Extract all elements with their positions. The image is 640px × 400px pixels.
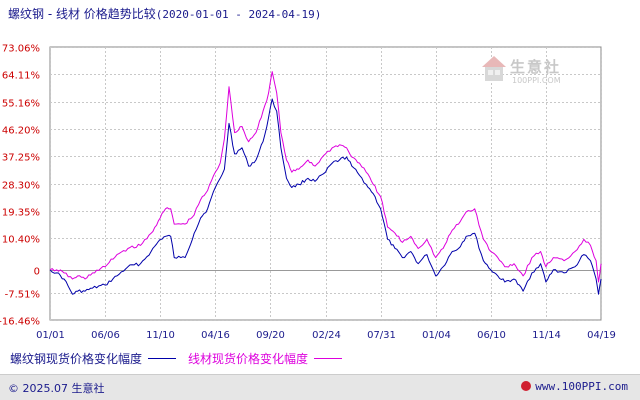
footer-site-link[interactable]: www.100PPI.com [521,380,628,393]
x-tick-label: 01/01 [36,330,65,341]
site-logo-icon [521,381,532,391]
chart-title: 螺纹钢 - 线材 价格趋势比较(2020-01-01 - 2024-04-19) [8,5,321,22]
plot-frame [49,46,602,321]
y-axis-labels: 73.06% 64.11% 55.16% 46.20% 37.25% 28.30% 19.3… [0,44,40,328]
chart-title-main: 螺纹钢 - 线材 价格趋势比较 [8,7,156,21]
y-tick-label: 10.40% [2,235,40,246]
legend-item-rebar: 螺纹钢现货价格变化幅度 [10,350,188,367]
house-logo-icon [482,56,506,81]
y-tick-label: 73.06% [2,44,40,55]
x-axis-labels: 01/01 06/06 11/10 04/16 09/20 02/24 07/31 01/04… [36,330,616,341]
series-line-wire [49,71,602,283]
x-tick-label: 01/04 [422,330,451,341]
x-tick-label: 07/31 [367,330,396,341]
x-tick-label: 09/20 [256,330,285,341]
y-tick-label: 28.30% [2,181,40,192]
watermark-url: 100PPI.COM [512,76,561,85]
footer-site-text: www.100PPI.com [535,380,628,393]
y-tick-label: 46.20% [2,126,40,137]
footer-copyright: © 2025.07 生意社 [8,382,105,395]
series-layer [49,71,602,295]
x-tick-label: 04/16 [201,330,230,341]
legend-label-rebar: 螺纹钢现货价格变化幅度 [10,352,143,366]
y-tick-label: 19.35% [2,208,40,219]
legend-item-wire: 线材现货价格变化幅度 [188,350,354,367]
x-tick-label: 11/14 [532,330,561,341]
grid-layer [49,46,602,321]
legend-label-wire: 线材现货价格变化幅度 [188,352,309,366]
y-tick-label: 55.16% [2,99,40,110]
x-tick-label: 02/24 [312,330,341,341]
y-tick-label: -16.46% [0,317,40,328]
legend-swatch-rebar [148,358,177,359]
legend-swatch-wire [314,358,343,359]
y-tick-label: 37.25% [2,153,40,164]
chart-legend: 螺纹钢现货价格变化幅度 线材现货价格变化幅度 [10,350,354,367]
series-line-rebar [49,98,602,295]
x-tick-label: 11/10 [146,330,175,341]
watermark-name: 生意社 [510,58,562,76]
footer-bar: © 2025.07 生意社 www.100PPI.com [0,374,640,400]
x-tick-label: 04/19 [587,330,616,341]
y-tick-label: -7.51% [5,290,40,301]
y-tick-label: 64.11% [2,71,40,82]
x-tick-label: 06/10 [477,330,506,341]
chart-title-range: (2020-01-01 - 2024-04-19) [155,8,322,21]
x-tick-label: 06/06 [91,330,120,341]
y-tick-label: 0 [34,267,40,278]
